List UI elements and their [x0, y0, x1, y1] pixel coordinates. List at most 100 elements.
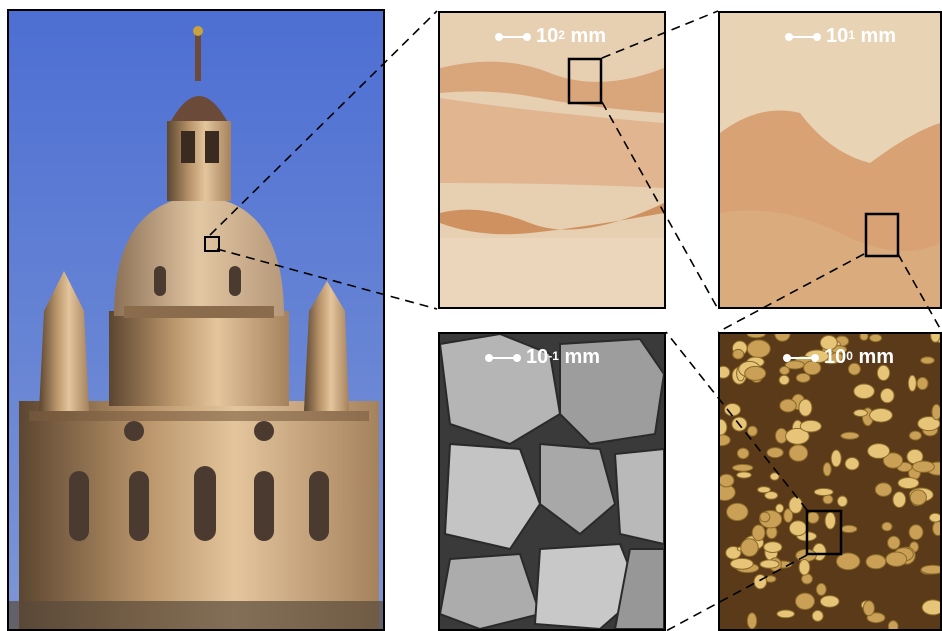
sand-grain: [840, 431, 860, 440]
church-photo-panel: [7, 9, 385, 631]
scale-unit: mm: [858, 346, 895, 368]
sand-grain: [876, 364, 891, 382]
sand-grain: [799, 419, 822, 433]
scale-bar-icon: [783, 353, 819, 362]
sand-grain: [920, 564, 940, 575]
sand-grain: [732, 348, 745, 360]
scale-label-grains: 10 0 mm: [783, 346, 895, 369]
sand-grain: [746, 612, 758, 629]
sand-grain: [795, 372, 811, 383]
sand-grain: [830, 449, 842, 468]
sand-grain: [930, 334, 940, 343]
sand-grain: [788, 520, 808, 537]
scale-exponent: 1: [848, 27, 855, 42]
sand-grain: [736, 447, 750, 460]
sand-grain: [836, 495, 848, 508]
sand-grain: [881, 521, 893, 532]
sand-grain: [766, 447, 784, 459]
sand-grain: [885, 551, 908, 567]
scale-unit: mm: [860, 25, 897, 47]
sand-grain: [746, 339, 771, 359]
sand-grain: [853, 409, 869, 417]
sandstone-macro-image: [440, 13, 664, 307]
sand-grain: [932, 520, 940, 536]
sand-grain: [759, 511, 771, 523]
sand-grain: [916, 376, 929, 391]
sand-grain: [798, 398, 813, 417]
sand-grain: [744, 365, 767, 381]
sand-grain: [887, 535, 901, 550]
sand-grain: [775, 503, 785, 514]
sand-grain: [731, 416, 748, 432]
sand-grain: [798, 559, 811, 576]
zoom-box-grains: [805, 509, 843, 556]
sandstone-close-panel: 10 1 mm: [718, 11, 942, 309]
scale-base: 10: [826, 25, 849, 47]
sand-grain: [724, 403, 741, 417]
sand-grain: [720, 473, 735, 488]
sand-grain: [788, 496, 803, 514]
scale-label-macro: 10 2 mm: [495, 25, 607, 48]
scale-bar-icon: [485, 353, 521, 362]
zoom-box-close: [864, 212, 900, 258]
sand-grain: [874, 482, 893, 497]
sand-grain: [822, 462, 832, 477]
zoom-box-macro: [567, 57, 603, 105]
sem-micrograph-panel: 10 -1 mm: [438, 332, 666, 631]
sand-grain: [908, 430, 922, 441]
scale-base: 10: [536, 25, 559, 47]
sand-grain: [776, 609, 795, 619]
sand-grain: [928, 512, 940, 523]
sand-grain: [920, 356, 935, 365]
church-photo: [9, 11, 383, 629]
sand-grain: [917, 416, 940, 432]
sand-grain: [882, 452, 904, 469]
sand-grain: [747, 425, 758, 437]
sand-grain: [862, 600, 875, 617]
scale-bar-icon: [785, 32, 821, 41]
scale-exponent: -1: [548, 348, 559, 363]
sand-grain: [822, 494, 834, 505]
sand-grain: [840, 524, 858, 534]
scale-label-close: 10 1 mm: [785, 25, 897, 48]
sand-grain: [847, 362, 861, 376]
sand-grain: [806, 511, 820, 524]
sem-micrograph-image: [440, 334, 664, 629]
sand-grain: [887, 620, 899, 629]
sand-grain: [813, 487, 834, 497]
sand-grains-image: [720, 334, 940, 629]
sand-grain: [908, 524, 924, 541]
sand-grain: [769, 472, 780, 481]
sand-grain: [778, 374, 790, 386]
sandstone-close-image: [720, 13, 940, 307]
sandstone-macro-panel: 10 2 mm: [438, 11, 666, 309]
sand-grain: [811, 609, 824, 622]
sand-grain: [909, 489, 927, 506]
scale-exponent: 2: [558, 27, 565, 42]
sand-grains-panel: 10 0 mm: [718, 332, 942, 631]
sand-grain: [867, 443, 891, 459]
scale-base: 10: [526, 346, 549, 368]
sand-grain: [869, 408, 893, 423]
sand-grain: [869, 334, 883, 343]
scale-unit: mm: [570, 25, 607, 47]
sand-grain: [757, 486, 771, 494]
sand-grain: [815, 582, 827, 596]
sand-grain: [819, 335, 838, 351]
scale-unit: mm: [564, 346, 601, 368]
sand-grain: [836, 552, 861, 571]
scale-exponent: 0: [846, 348, 853, 363]
sand-grain: [859, 334, 869, 341]
sand-grain: [819, 595, 840, 608]
sand-grain: [732, 463, 754, 472]
sand-grain: [726, 502, 749, 522]
sand-grain: [763, 541, 783, 554]
sand-grain: [740, 538, 759, 557]
sand-grain: [931, 403, 940, 421]
sand-grain: [880, 387, 895, 404]
sand-grain: [746, 334, 766, 339]
sand-grain: [865, 554, 887, 570]
sand-grain: [853, 383, 875, 400]
sand-grain: [844, 457, 860, 471]
sand-grain: [729, 557, 754, 570]
